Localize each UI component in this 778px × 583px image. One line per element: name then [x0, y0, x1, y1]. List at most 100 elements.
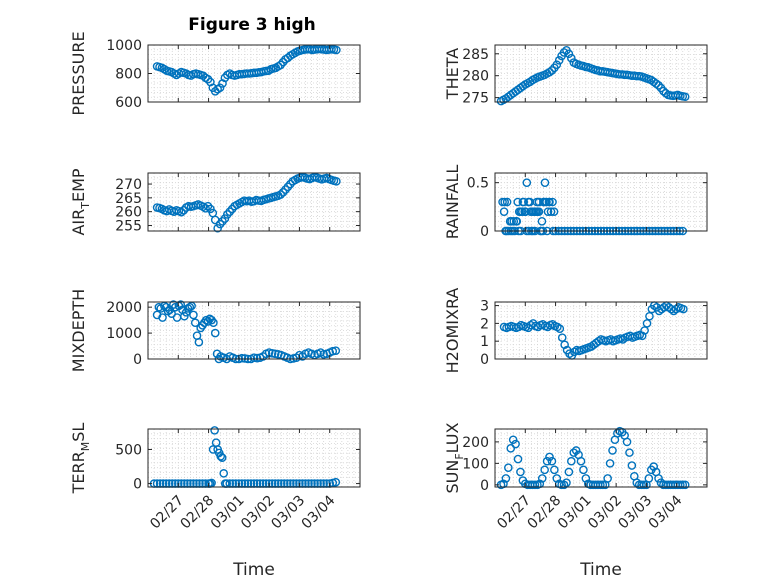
data-point — [654, 81, 663, 90]
data-point — [565, 349, 574, 358]
data-point — [270, 349, 280, 359]
x-axis-label: Time — [579, 560, 622, 580]
data-point — [319, 350, 328, 359]
series-points — [152, 300, 341, 364]
data-point — [505, 217, 515, 226]
data-point — [553, 322, 562, 332]
y-axis-label: AIRTEMP — [69, 168, 92, 235]
axes-box — [494, 301, 708, 360]
data-point — [678, 480, 688, 490]
data-point — [596, 480, 605, 490]
data-point — [680, 92, 690, 102]
y-tick-label: 1 — [480, 334, 489, 350]
data-point — [547, 66, 557, 75]
y-axis-label: TERRMSL — [69, 423, 92, 495]
data-point — [542, 456, 552, 466]
data-point — [500, 197, 509, 207]
data-point — [332, 45, 341, 55]
data-point — [552, 474, 562, 483]
data-point — [598, 480, 608, 490]
data-point — [530, 480, 540, 490]
data-point — [559, 480, 569, 490]
data-point — [210, 426, 219, 435]
data-point — [603, 474, 612, 483]
data-point — [331, 346, 341, 356]
data-point — [215, 83, 225, 93]
data-point — [220, 214, 230, 223]
figure-title: Figure 3 high — [188, 15, 316, 35]
x-tick-label: 03/03 — [615, 493, 655, 533]
x-tick-label: 02/27 — [147, 493, 187, 533]
data-point — [534, 197, 544, 207]
data-point — [605, 459, 615, 468]
y-tick-label: 265 — [115, 191, 142, 207]
panel-terr_msl: 0 500 TERRMSL 02/2702/2803/0103/0203/0303/0… — [69, 423, 361, 580]
data-point — [206, 204, 215, 214]
axes-box — [147, 172, 361, 232]
data-point — [537, 217, 547, 226]
y-tick-label: 800 — [115, 67, 142, 83]
x-tick-label: 03/03 — [268, 493, 308, 533]
y-tick-label: 270 — [115, 177, 142, 193]
y-tick-label: 200 — [462, 435, 489, 451]
data-point — [331, 477, 341, 487]
data-point — [639, 480, 649, 490]
data-point — [499, 207, 509, 216]
series-points — [499, 301, 688, 360]
data-point — [550, 465, 559, 475]
series-points — [152, 172, 341, 233]
data-point — [608, 446, 617, 455]
data-point — [564, 467, 574, 477]
x-tick-label: 03/04 — [646, 492, 686, 532]
data-point — [627, 461, 637, 470]
data-point — [189, 310, 198, 320]
data-point — [651, 79, 661, 88]
y-axis-label: H2OMIXRA — [443, 288, 462, 374]
y-tick-label: 2 — [480, 316, 489, 332]
data-point — [210, 215, 220, 225]
y-tick-label: 0 — [480, 478, 489, 494]
y-tick-label: 260 — [115, 205, 142, 221]
data-point — [252, 353, 262, 363]
x-tick-label: 03/02 — [585, 493, 625, 533]
data-point — [177, 207, 186, 217]
data-point — [545, 452, 554, 462]
data-point — [537, 474, 547, 483]
y-axis-label: MIXDEPTH — [69, 289, 88, 372]
data-point — [190, 318, 200, 328]
data-point — [158, 313, 167, 322]
y-tick-label: 0 — [133, 477, 142, 493]
y-tick-label: 255 — [115, 218, 142, 234]
data-point — [501, 474, 511, 483]
data-point — [622, 437, 632, 447]
axes-box — [147, 301, 361, 360]
x-tick-label: 02/27 — [494, 493, 534, 533]
y-tick-label: 0.5 — [467, 176, 489, 192]
data-point — [520, 207, 530, 216]
data-point — [517, 207, 527, 216]
data-point — [211, 438, 221, 447]
data-point — [569, 448, 579, 457]
data-point — [506, 444, 516, 453]
data-point — [552, 60, 562, 70]
x-tick-label: 02/28 — [525, 493, 565, 533]
data-point — [637, 480, 646, 490]
data-point — [524, 197, 533, 207]
data-point — [567, 53, 576, 63]
data-point — [562, 478, 571, 488]
data-point — [516, 467, 525, 477]
data-point — [642, 319, 652, 328]
data-point — [539, 197, 548, 207]
data-point — [531, 207, 541, 216]
series-points — [496, 426, 690, 490]
y-tick-label: 1000 — [106, 326, 142, 342]
data-point — [679, 304, 688, 314]
series-points — [152, 44, 341, 96]
data-point — [267, 348, 277, 358]
y-tick-label: 280 — [462, 69, 489, 85]
data-point — [567, 456, 576, 466]
y-tick-label: 0 — [480, 352, 489, 368]
data-point — [522, 178, 532, 187]
